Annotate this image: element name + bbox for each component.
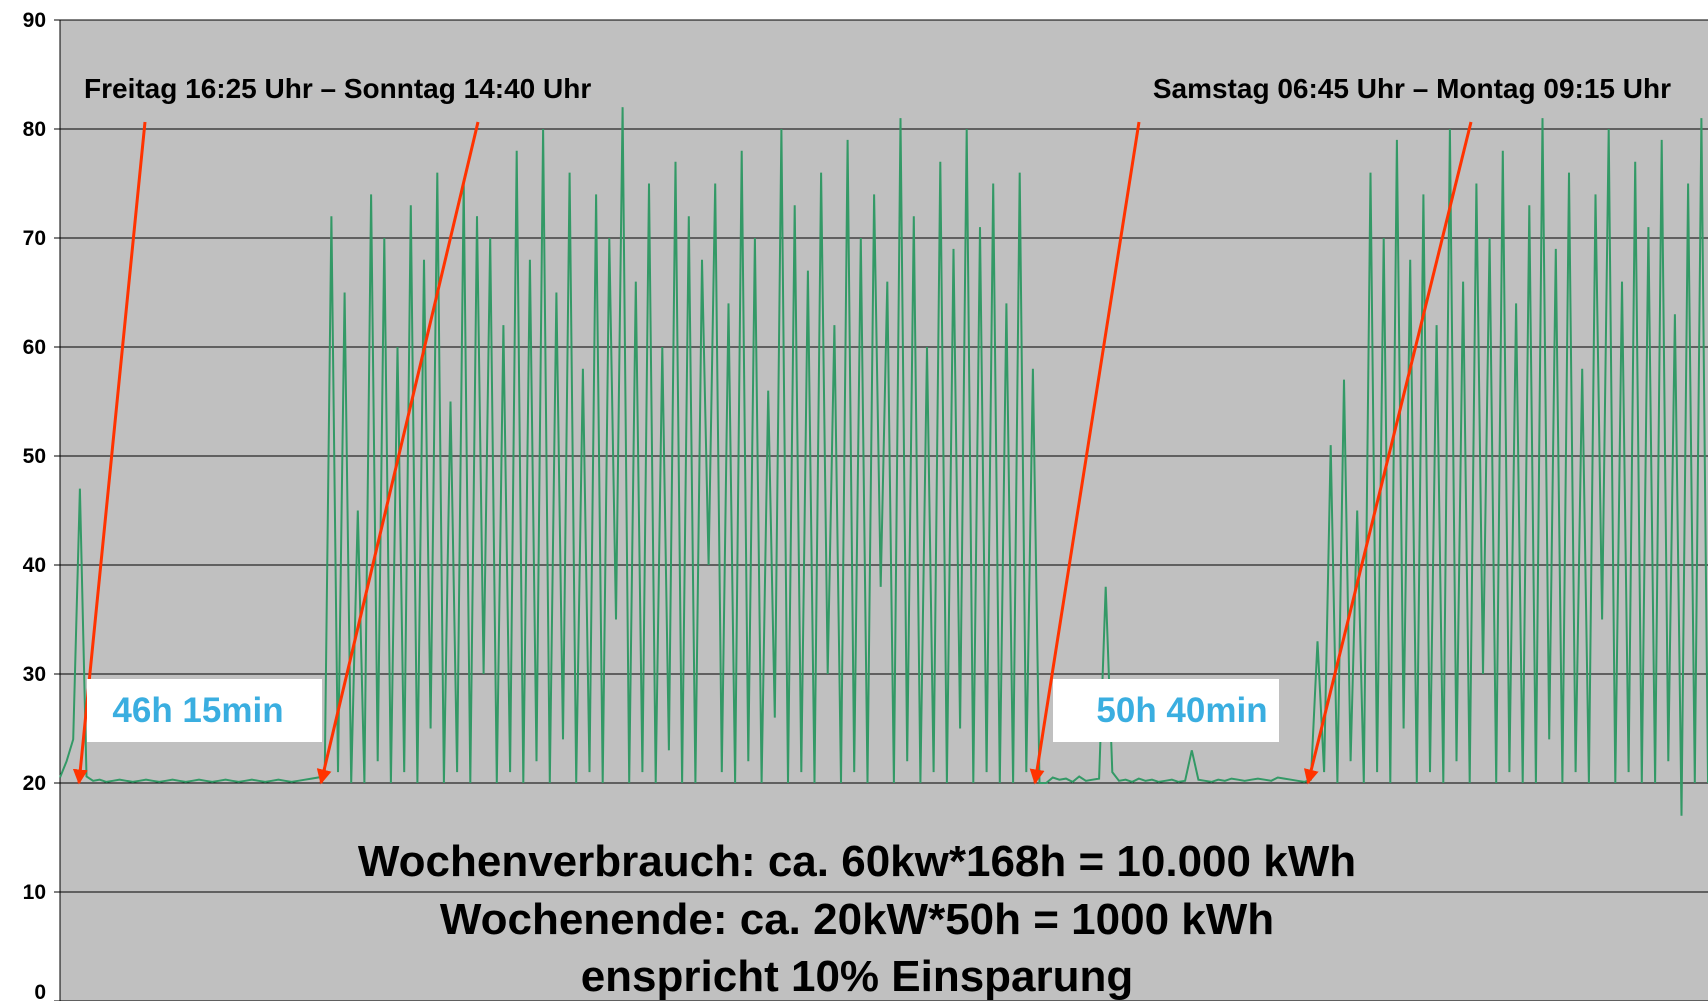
summary: Wochenverbrauch: ca. 60kw*168h = 10.000 … — [358, 837, 1356, 886]
annotation: Freitag 16:25 Uhr – Sonntag 14:40 Uhr — [84, 73, 591, 104]
y-tick-label: 90 — [23, 9, 46, 32]
y-tick-label: 10 — [23, 881, 46, 904]
duration: 46h 15min — [112, 691, 283, 730]
y-tick-label: 40 — [23, 554, 46, 577]
summary: enspricht 10% Einsparung — [581, 952, 1134, 1001]
y-tick-label: 80 — [23, 118, 46, 141]
y-tick-label: 60 — [23, 336, 46, 359]
data-line — [59, 107, 1708, 816]
y-tick-label: 0 — [34, 981, 46, 1001]
y-tick-label: 30 — [23, 663, 46, 686]
arrow — [316, 121, 480, 785]
arrow — [72, 121, 147, 785]
y-tick-label: 70 — [23, 227, 46, 250]
arrow — [1303, 121, 1473, 785]
duration-box — [1053, 679, 1279, 742]
duration: 50h 40min — [1096, 691, 1267, 730]
duration-box — [87, 679, 322, 742]
arrow — [1029, 121, 1141, 785]
arrows — [72, 121, 1473, 785]
annotation: Samstag 06:45 Uhr – Montag 09:15 Uhr — [1153, 73, 1671, 104]
summary: Wochenende: ca. 20kW*50h = 1000 kWh — [440, 895, 1274, 944]
y-tick-label: 50 — [23, 445, 46, 468]
y-tick-label: 20 — [23, 772, 46, 795]
